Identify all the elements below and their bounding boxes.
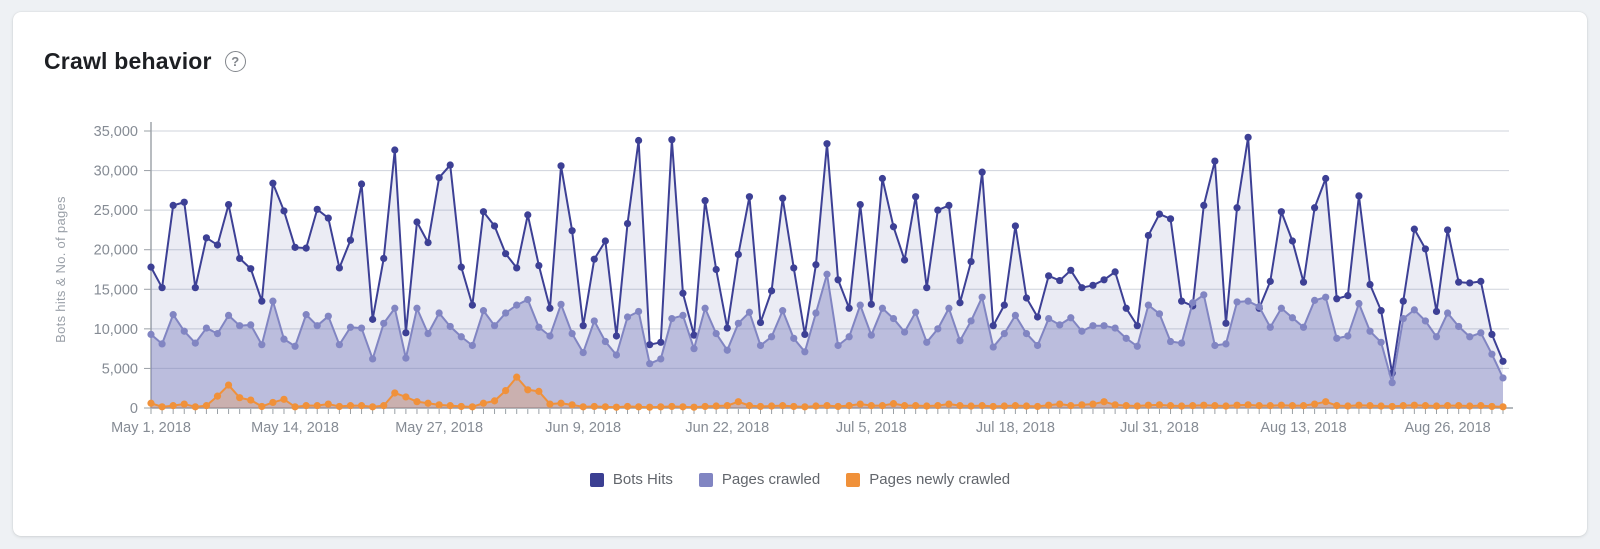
chart-legend: Bots Hits Pages crawled Pages newly craw… — [13, 471, 1587, 488]
legend-item-bots-hits[interactable]: Bots Hits — [589, 471, 673, 488]
svg-text:15,000: 15,000 — [94, 282, 138, 298]
svg-text:Jul 31, 2018: Jul 31, 2018 — [1120, 420, 1199, 436]
svg-text:Jun 22, 2018: Jun 22, 2018 — [685, 420, 769, 436]
svg-text:Bots hits & No. of pages: Bots hits & No. of pages — [53, 196, 68, 343]
legend-swatch-pages-newly-crawled — [846, 472, 861, 487]
svg-text:0: 0 — [130, 401, 138, 417]
legend-swatch-pages-crawled — [698, 472, 713, 487]
svg-text:10,000: 10,000 — [94, 322, 138, 338]
svg-text:20,000: 20,000 — [94, 243, 138, 259]
crawl-behavior-card: Crawl behavior ? 0 5,000 10,000 15,000 20,00… — [13, 12, 1587, 536]
svg-text:Aug 26, 2018: Aug 26, 2018 — [1404, 420, 1490, 436]
svg-text:Jul 5, 2018: Jul 5, 2018 — [836, 420, 907, 436]
legend-label-pages-crawled: Pages crawled — [721, 471, 821, 488]
legend-label-pages-newly-crawled: Pages newly crawled — [869, 471, 1011, 488]
svg-text:Aug 13, 2018: Aug 13, 2018 — [1260, 420, 1346, 436]
help-icon[interactable]: ? — [224, 51, 246, 72]
svg-text:Jul 18, 2018: Jul 18, 2018 — [976, 420, 1055, 436]
svg-text:Jun 9, 2018: Jun 9, 2018 — [545, 420, 621, 436]
svg-text:May 14, 2018: May 14, 2018 — [251, 420, 339, 436]
legend-label-bots-hits: Bots Hits — [612, 471, 673, 488]
svg-text:35,000: 35,000 — [94, 124, 138, 140]
svg-text:25,000: 25,000 — [94, 203, 138, 219]
card-header: Crawl behavior ? — [44, 48, 246, 75]
svg-text:May 1, 2018: May 1, 2018 — [111, 420, 191, 436]
legend-swatch-bots-hits — [589, 472, 604, 487]
crawl-behavior-chart: 0 5,000 10,000 15,000 20,000 25,000 30,000 35,0… — [53, 122, 1513, 436]
page-title: Crawl behavior — [44, 48, 212, 74]
legend-item-pages-newly-crawled[interactable]: Pages newly crawled — [846, 471, 1010, 488]
svg-text:30,000: 30,000 — [94, 164, 138, 180]
svg-text:May 27, 2018: May 27, 2018 — [395, 420, 483, 436]
legend-item-pages-crawled[interactable]: Pages crawled — [698, 471, 821, 488]
svg-text:5,000: 5,000 — [102, 361, 138, 377]
